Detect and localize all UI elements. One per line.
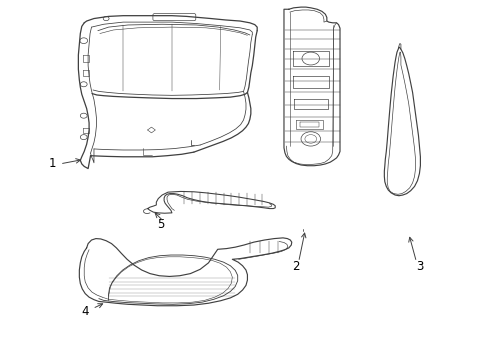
Text: 1: 1 [49, 157, 56, 170]
Text: 4: 4 [81, 305, 89, 318]
Text: 2: 2 [292, 260, 299, 273]
Text: 5: 5 [157, 218, 165, 231]
Text: 3: 3 [416, 260, 423, 273]
